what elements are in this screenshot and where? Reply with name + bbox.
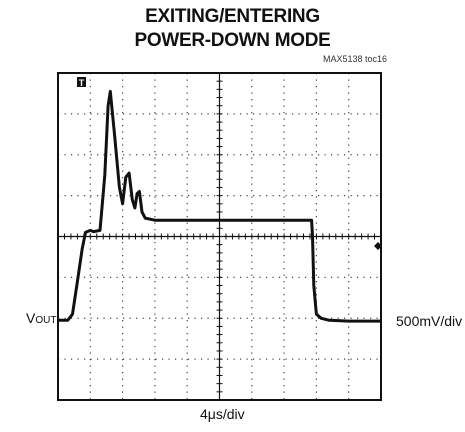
time-scale-label: 4μs/div <box>200 406 245 422</box>
vertical-scale-label: 500mV/div <box>396 313 463 329</box>
trigger-marker-box <box>77 77 86 87</box>
trace-label-main: V <box>26 310 36 326</box>
trigger-marker-label: T <box>79 78 85 88</box>
chart-id: MAX5138 toc16 <box>322 54 387 64</box>
chart-title-line1: EXITING/ENTERING <box>145 6 320 27</box>
chart-title-line2: POWER-DOWN MODE <box>134 30 331 51</box>
trace-label-sub: OUT <box>35 315 57 326</box>
ground-reference-marker <box>374 242 382 250</box>
vout-trace <box>58 89 381 323</box>
plot-frame <box>57 72 382 401</box>
trace-label: VOUT <box>26 310 56 326</box>
